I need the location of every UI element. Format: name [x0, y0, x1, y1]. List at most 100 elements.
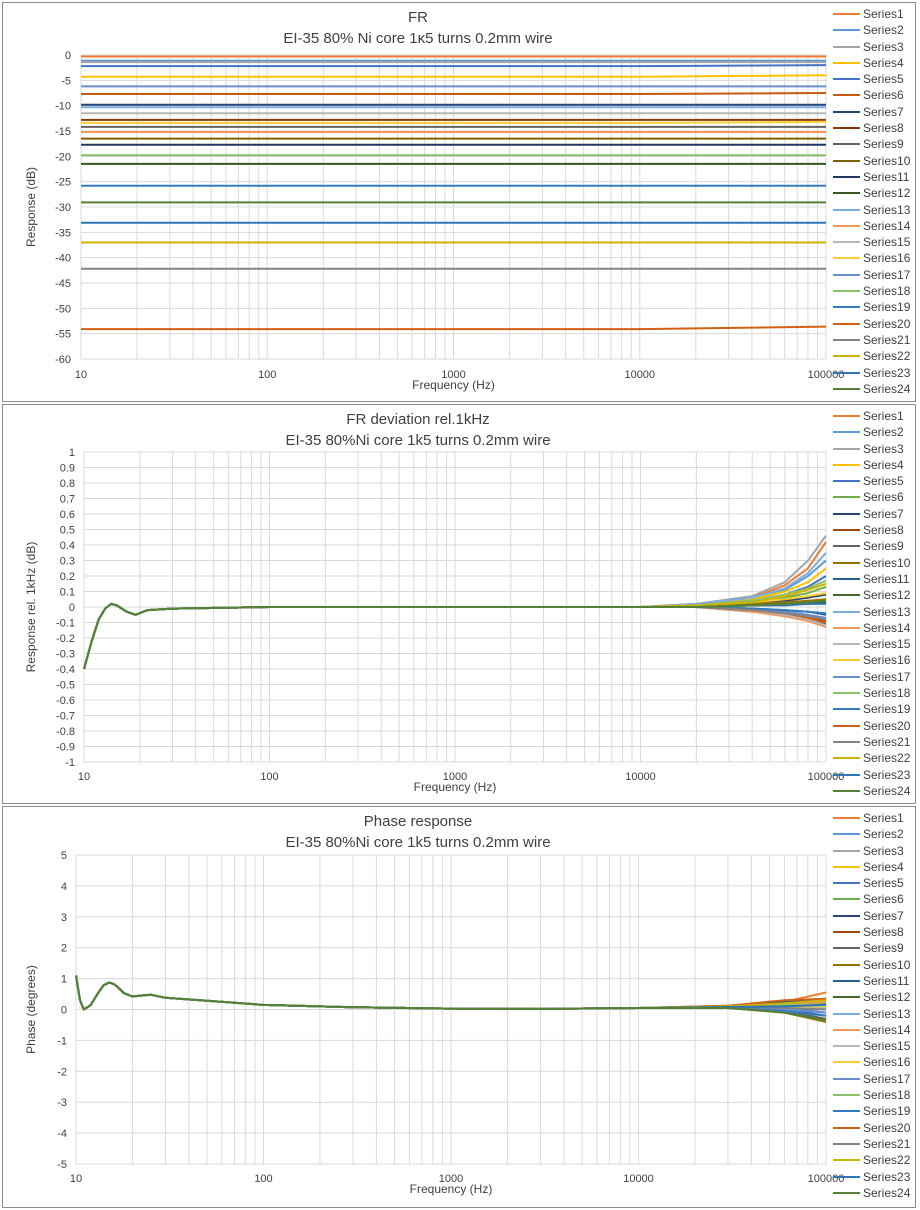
legend-swatch — [833, 273, 860, 276]
legend-swatch — [833, 61, 860, 64]
legend-item: Series4 — [833, 859, 915, 875]
legend-item: Series1 — [833, 6, 915, 22]
legend-item: Series23 — [833, 1169, 915, 1185]
legend-label: Series2 — [863, 827, 904, 842]
legend-swatch — [833, 1159, 860, 1162]
legend-swatch — [833, 833, 860, 836]
y-tick-label: -55 — [55, 329, 71, 341]
x-tick-label: 100 — [258, 369, 276, 381]
legend-swatch — [833, 931, 860, 934]
legend-swatch — [833, 496, 860, 499]
chart-subtitle: EI-35 80%Ni core 1k5 turns 0.2mm wire — [285, 834, 551, 851]
y-tick-label: -60 — [55, 354, 71, 366]
x-tick-label: 100 — [254, 1173, 272, 1185]
legend-swatch — [833, 594, 860, 597]
y-tick-label: 0 — [65, 50, 71, 62]
legend-item: Series6 — [833, 891, 915, 907]
legend-swatch — [833, 415, 860, 417]
y-tick-label: 0.5 — [60, 525, 75, 537]
chart-panel-fr: 0 -5 -10 -15 -20 -25 -30 -35 -40 -45 -50 -55 -60 10 10… — [2, 2, 916, 402]
legend-label: Series20 — [863, 1120, 911, 1135]
legend-swatch — [833, 675, 860, 678]
legend-label: Series9 — [863, 941, 904, 956]
legend-swatch — [833, 224, 860, 227]
y-tick-label: -0.4 — [56, 664, 75, 676]
legend-item: Series15 — [833, 636, 915, 652]
legend-label: Series24 — [863, 783, 911, 798]
legend-item: Series11 — [833, 571, 915, 587]
legend-item: Series18 — [833, 685, 915, 701]
legend-label: Series3 — [863, 39, 904, 54]
legend-label: Series4 — [863, 859, 904, 874]
legend-swatch — [833, 659, 860, 662]
y-tick-label: -15 — [55, 126, 71, 138]
legend-label: Series11 — [863, 169, 910, 184]
x-tick-label: 10000 — [624, 369, 655, 381]
legend-swatch — [833, 387, 860, 390]
legend-swatch — [833, 865, 860, 868]
legend-item: Series20 — [833, 316, 915, 332]
y-tick-label: 0 — [69, 602, 75, 614]
y-tick-label: -0.6 — [56, 695, 75, 707]
legend-label: Series4 — [863, 457, 904, 472]
legend-label: Series17 — [863, 669, 911, 684]
y-tick-label: 0.9 — [60, 463, 75, 475]
legend-item: Series24 — [833, 783, 915, 799]
legend-label: Series14 — [863, 218, 911, 233]
legend-item: Series5 — [833, 71, 915, 87]
y-tick-label: -1 — [65, 757, 75, 769]
legend-item: Series6 — [833, 489, 915, 505]
plot-area-border — [83, 451, 827, 763]
legend-item: Series19 — [833, 299, 915, 315]
y-tick-label: -0.5 — [56, 680, 75, 692]
series-line — [81, 120, 827, 124]
legend-label: Series10 — [863, 153, 911, 168]
legend-label: Series20 — [863, 316, 911, 331]
y-tick-label: -4 — [57, 1128, 67, 1140]
chart-canvas-fr: 0 -5 -10 -15 -20 -25 -30 -35 -40 -45 -50 -55 -60 10 10… — [24, 50, 844, 392]
legend-label: Series21 — [863, 1136, 911, 1151]
legend-label: Series24 — [863, 381, 911, 396]
x-axis-title: Frequency (Hz) — [410, 1182, 493, 1196]
legend-swatch — [833, 979, 860, 982]
legend-swatch — [833, 561, 860, 564]
y-tick-label: -50 — [55, 303, 71, 315]
y-tick-label: -30 — [55, 202, 71, 214]
legend-item: Series24 — [833, 1185, 915, 1201]
legend-swatch — [833, 13, 860, 15]
legend-swatch — [833, 431, 860, 434]
legend-item: Series7 — [833, 104, 915, 120]
legend-item: Series16 — [833, 250, 915, 266]
x-tick-label: 100 — [260, 771, 278, 783]
y-tick-label: -35 — [55, 227, 71, 239]
legend-item: Series18 — [833, 283, 915, 299]
legend-item: Series22 — [833, 750, 915, 766]
legend-item: Series10 — [833, 957, 915, 973]
legend-swatch — [833, 110, 860, 113]
chart-panel-fr-deviation: 1 0.9 0.8 0.7 0.6 0.5 0.4 0.3 0.2 0.1 0 -0.1 -0.2 -0.… — [2, 404, 916, 804]
legend-label: Series8 — [863, 523, 904, 538]
legend-label: Series15 — [863, 637, 911, 652]
chart-title: FR — [408, 9, 428, 26]
y-tick-label: -10 — [55, 101, 71, 113]
legend-item: Series3 — [833, 39, 915, 55]
legend-swatch — [833, 290, 860, 293]
legend-swatch — [833, 692, 860, 695]
legend-item: Series14 — [833, 620, 915, 636]
legend-item: Series9 — [833, 940, 915, 956]
legend-item: Series2 — [833, 424, 915, 440]
legend-item: Series11 — [833, 973, 915, 989]
legend-label: Series21 — [863, 332, 911, 347]
legend-label: Series22 — [863, 751, 911, 766]
y-tick-label: 4 — [61, 881, 67, 893]
legend-label: Series16 — [863, 251, 911, 266]
legend-label: Series8 — [863, 925, 904, 940]
x-tick-label: 1000 — [441, 369, 465, 381]
legend-item: Series4 — [833, 457, 915, 473]
legend-label: Series2 — [863, 425, 904, 440]
legend-item: Series17 — [833, 669, 915, 685]
legend-item: Series3 — [833, 441, 915, 457]
legend-item: Series10 — [833, 555, 915, 571]
legend-label: Series3 — [863, 441, 904, 456]
